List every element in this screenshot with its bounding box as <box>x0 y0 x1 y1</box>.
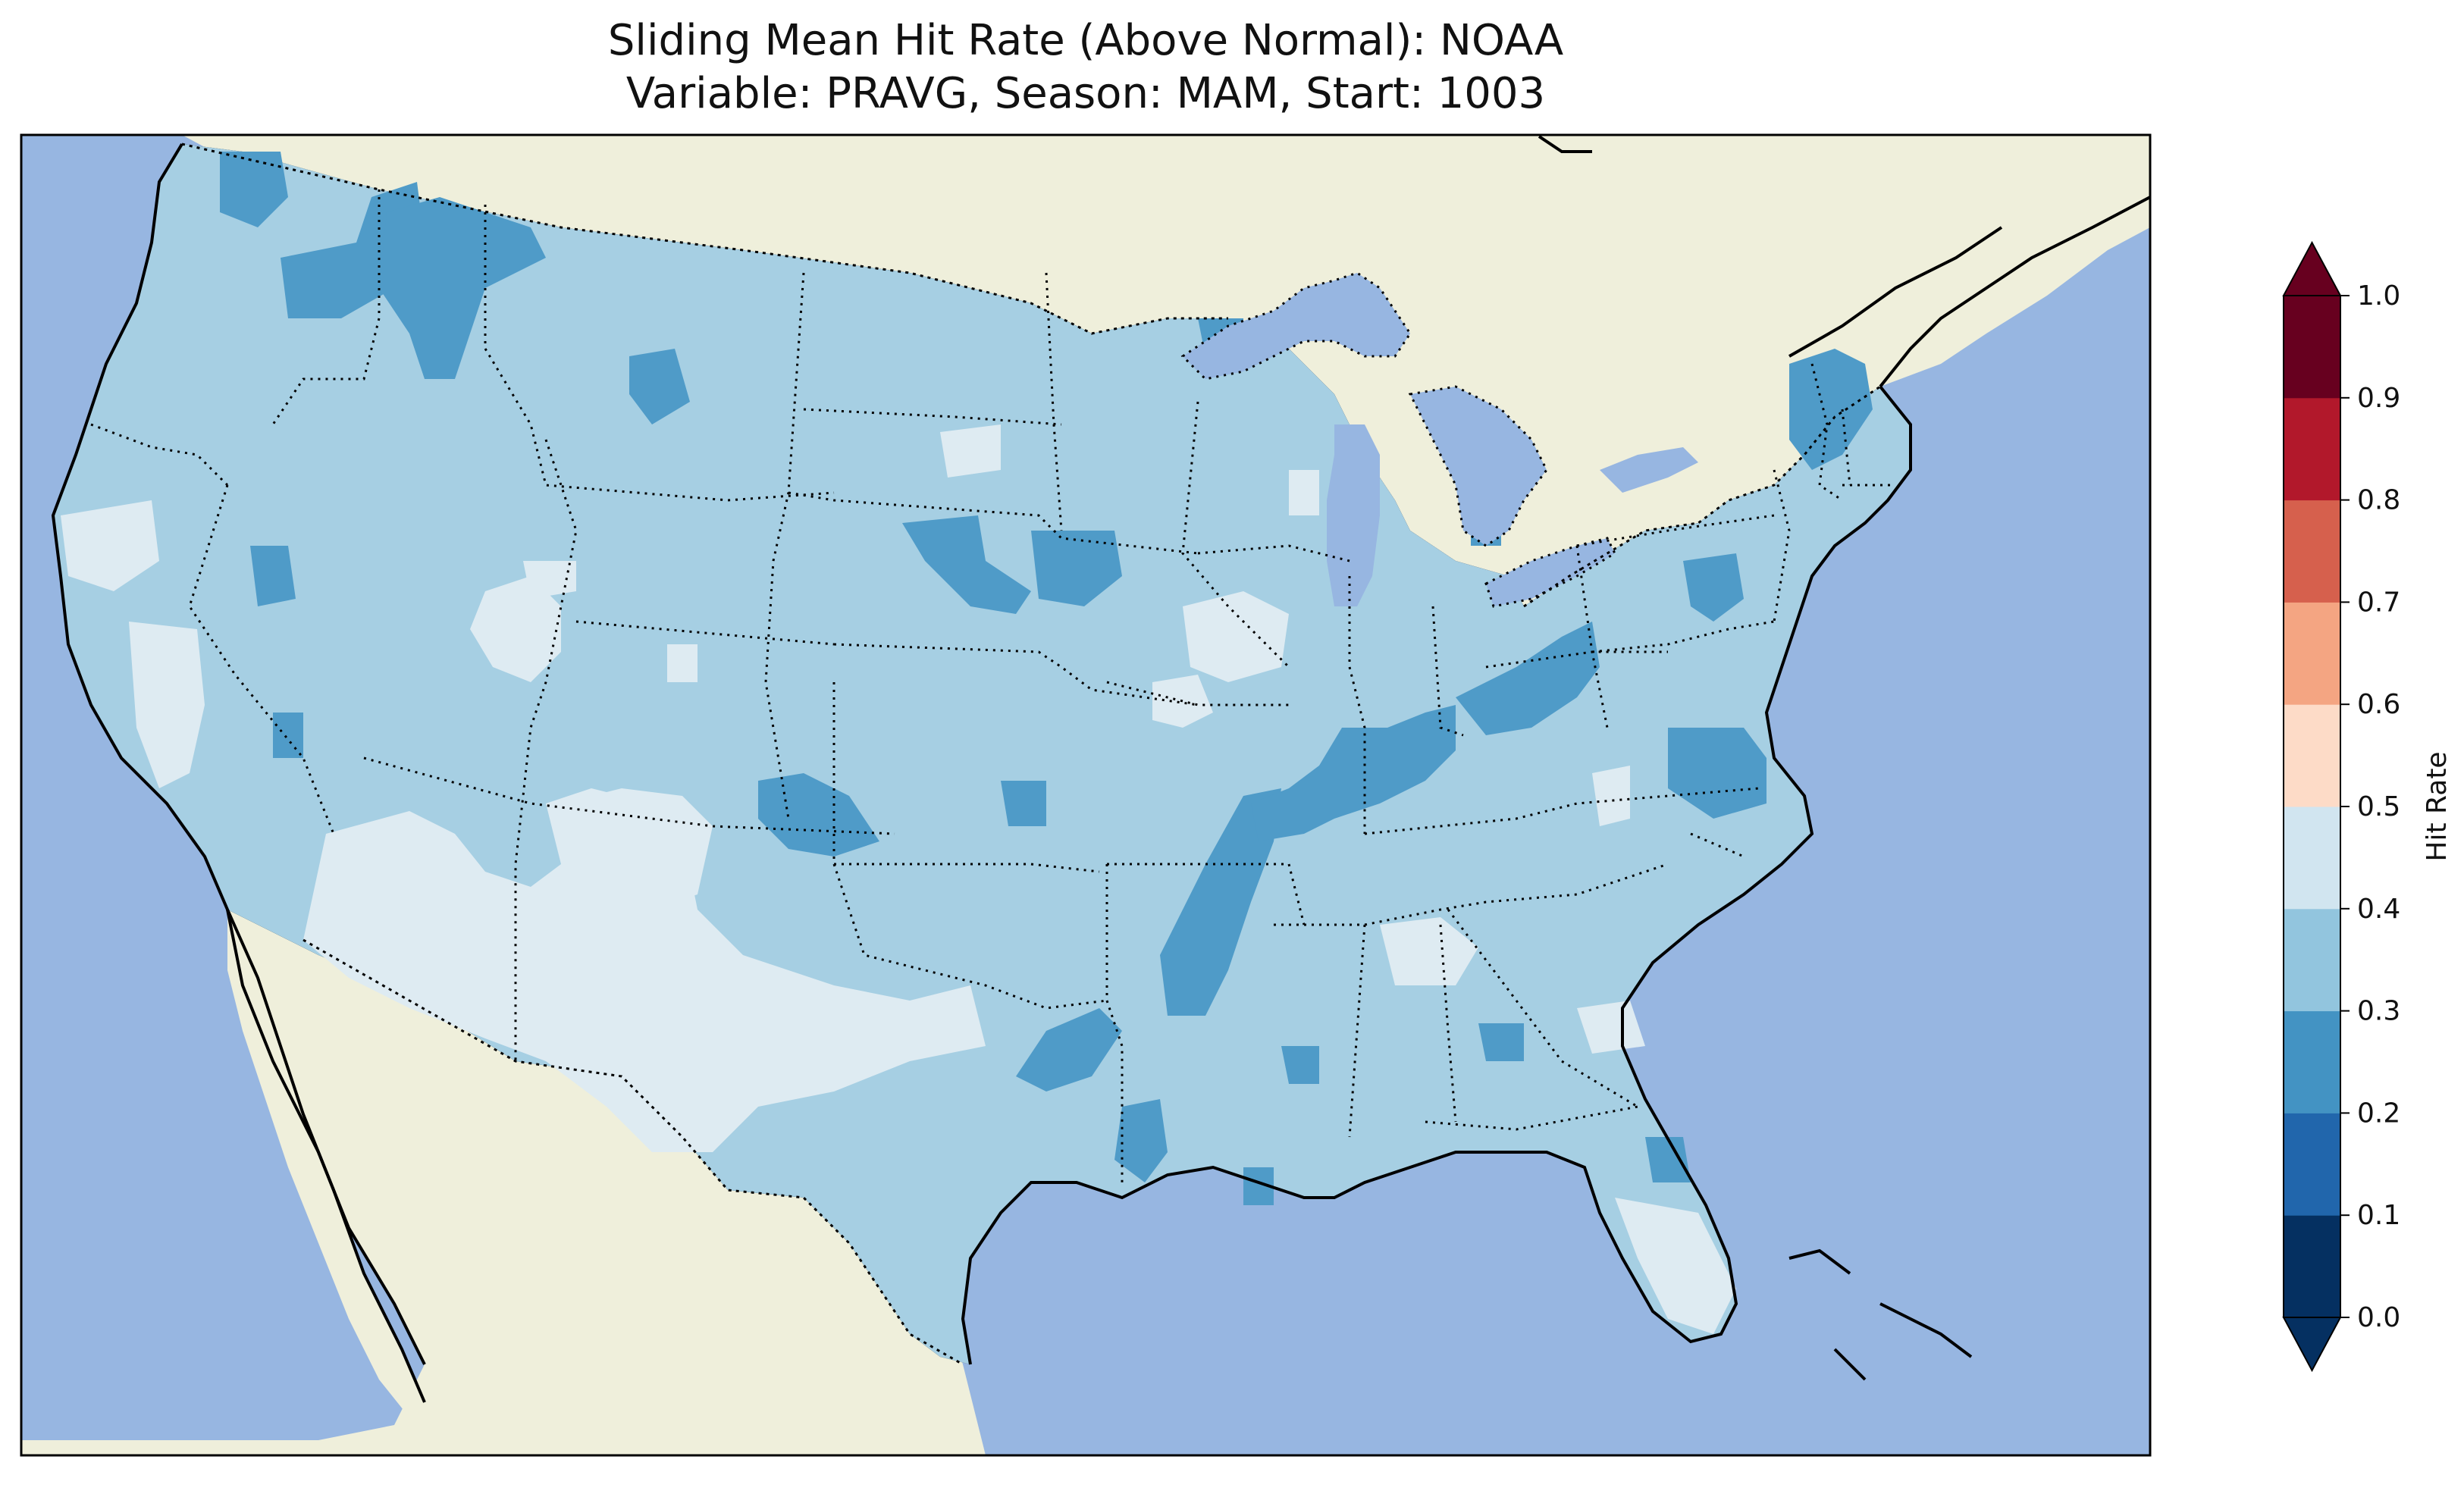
map-area <box>21 135 2150 1455</box>
lake-superior <box>1183 273 1410 379</box>
lake-huron <box>1410 387 1547 546</box>
patch-south-dakota <box>940 424 1001 478</box>
country-borders <box>181 143 1881 1366</box>
great-lakes <box>1183 273 1698 606</box>
colorbar-tick-label: 0.6 <box>2357 689 2400 720</box>
map-title-line-2: Variable: PRAVG, Season: MAM, Start: 100… <box>625 69 1546 118</box>
colorbar-tick-label: 1.0 <box>2357 280 2400 312</box>
patch-kentucky-tennessee <box>1251 705 1456 841</box>
patch-montana <box>629 349 690 424</box>
patch-kansas <box>758 773 879 857</box>
patch-michigan <box>1289 470 1319 515</box>
colorbar-tick-label: 0.9 <box>2357 383 2400 414</box>
patch-california-interior <box>129 622 205 788</box>
colorbar-tick-label: 0.2 <box>2357 1098 2400 1129</box>
map-title-line-1: Sliding Mean Hit Rate (Above Normal): NO… <box>607 16 1564 65</box>
colorbar-segment-7 <box>2284 500 2340 603</box>
patch-washington <box>220 152 288 227</box>
patch-ohio-wv <box>1456 622 1600 735</box>
patch-louisiana <box>1114 1099 1168 1182</box>
patch-nevada <box>470 576 561 682</box>
colorbar-extend-max <box>2282 240 2342 296</box>
patch-colorado <box>667 644 698 682</box>
patch-nevada-dark <box>250 546 296 606</box>
colorbar-segment-8 <box>2284 397 2340 501</box>
lake-outlines <box>1180 271 1616 608</box>
colorbar-segment-1 <box>2284 1113 2340 1216</box>
colorbar-label: Hit Rate <box>2422 751 2453 861</box>
state-borders <box>90 189 1895 1182</box>
nova-scotia-land <box>1971 197 2123 296</box>
patch-nebraska <box>902 515 1031 614</box>
colorbar-tick-label: 0.7 <box>2357 587 2400 618</box>
patch-missouri-arkansas <box>1160 788 1281 1016</box>
colorbar: 0.0 0.1 0.2 0.3 0.4 0.5 0.6 0.7 0.8 0.9 1.0 Hit Rat… <box>2282 240 2453 1373</box>
patch-oklahoma-louisiana <box>1016 1008 1122 1092</box>
patch-florida <box>1615 1198 1736 1334</box>
patch-georgia <box>1577 1001 1645 1054</box>
patch-new-england <box>1789 349 1873 470</box>
colorbar-tick-label: 0.1 <box>2357 1200 2400 1231</box>
patch-kansas-east <box>1001 781 1046 826</box>
lake-michigan <box>1327 424 1380 606</box>
colorbar-tick-label: 0.4 <box>2357 894 2400 925</box>
patch-west-texas <box>561 788 713 910</box>
colorbar-segment-5 <box>2284 704 2340 807</box>
colorbar-segment-9 <box>2284 296 2340 399</box>
colorbar-segment-0 <box>2284 1215 2340 1318</box>
patch-utah <box>523 561 576 599</box>
coastlines <box>51 135 2150 1403</box>
hit-rate-0.4-0.5-regions <box>61 424 1736 1334</box>
patch-virginia <box>1592 766 1630 826</box>
colorbar-tick-label: 0.3 <box>2357 996 2400 1027</box>
patch-florida-panhandle <box>1645 1137 1691 1182</box>
colorbar-tick-label: 0.0 <box>2357 1302 2400 1333</box>
patch-mississippi <box>1281 1046 1319 1084</box>
colorbar-segment-4 <box>2284 807 2340 910</box>
patch-idaho-montana <box>379 197 546 379</box>
patch-georgia-dark <box>1478 1023 1524 1061</box>
patch-iowa <box>1183 591 1289 682</box>
canada-land <box>21 135 2150 606</box>
hit-rate-0.2-0.3-regions <box>220 152 1873 1205</box>
lake-ontario <box>1600 447 1698 493</box>
lake-erie <box>1486 538 1615 606</box>
patch-illinois <box>1152 675 1213 728</box>
colorbar-segment-2 <box>2284 1010 2340 1113</box>
patch-virginia-nc <box>1668 728 1766 819</box>
patch-california <box>61 500 159 591</box>
mexico-land <box>21 910 986 1455</box>
patch-iowa-dark <box>1031 531 1122 606</box>
patch-nevada-south <box>273 713 303 758</box>
colorbar-tick-label: 0.5 <box>2357 791 2400 822</box>
patch-louisiana-coast <box>1243 1167 1274 1205</box>
patch-alabama <box>1380 917 1478 985</box>
patch-pennsylvania <box>1683 553 1744 622</box>
colorbar-tick-label: 0.8 <box>2357 485 2400 516</box>
colorbar-segment-3 <box>2284 908 2340 1012</box>
map-frame <box>20 133 2152 1457</box>
colorbar-segment-6 <box>2284 602 2340 705</box>
patch-new-mexico-arizona <box>303 788 986 1152</box>
colorbar-extend-min <box>2282 1317 2342 1373</box>
